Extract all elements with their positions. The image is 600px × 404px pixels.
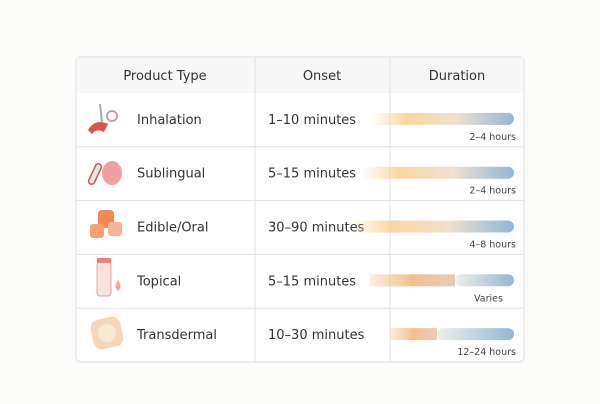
product-icon xyxy=(96,258,121,297)
product-name: Topical xyxy=(136,274,181,289)
duration-label: 12–24 hours xyxy=(457,347,516,358)
icon-shape xyxy=(96,261,112,297)
product-icon xyxy=(87,161,122,186)
onset-time: 10–30 minutes xyxy=(268,328,365,343)
icon-shape xyxy=(102,161,122,185)
icon-shape xyxy=(99,103,103,123)
icon-shape xyxy=(106,110,118,122)
header-cell: Duration xyxy=(429,69,485,84)
duration-bar xyxy=(350,220,514,233)
header-cell: Product Type xyxy=(123,69,206,84)
product-name: Edible/Oral xyxy=(137,221,208,236)
header-bg xyxy=(77,58,523,93)
icon-shape xyxy=(97,258,111,263)
onset-time: 30–90 minutes xyxy=(268,221,365,236)
icon-shape xyxy=(87,162,103,186)
duration-label: 4–8 hours xyxy=(469,240,516,251)
product-icon xyxy=(90,316,124,350)
duration-bar xyxy=(370,274,455,287)
product-icon xyxy=(90,210,122,238)
product-icon xyxy=(88,103,118,134)
duration-label: 2–4 hours xyxy=(469,186,516,197)
duration-label: 2–4 hours xyxy=(469,132,516,143)
duration-label: Varies xyxy=(474,293,503,304)
icon-shape xyxy=(115,280,121,291)
grid xyxy=(254,57,391,362)
duration-bar xyxy=(370,112,514,125)
duration-bar xyxy=(360,166,514,179)
product-name: Transdermal xyxy=(136,328,217,343)
onset-time: 5–15 minutes xyxy=(268,274,356,289)
onset-time: 5–15 minutes xyxy=(268,167,356,182)
icon-shape xyxy=(90,224,104,238)
header-cell: Onset xyxy=(303,69,341,84)
duration-bar xyxy=(455,274,514,287)
icon-shape xyxy=(108,222,122,236)
duration-bar xyxy=(390,328,437,341)
duration-bar xyxy=(437,328,514,341)
icon-shape xyxy=(88,122,108,134)
product-name: Inhalation xyxy=(137,113,202,128)
onset-time: 1–10 minutes xyxy=(268,113,356,128)
table-border xyxy=(75,56,525,363)
icon-shape xyxy=(98,324,116,342)
product-name: Sublingual xyxy=(137,167,205,182)
